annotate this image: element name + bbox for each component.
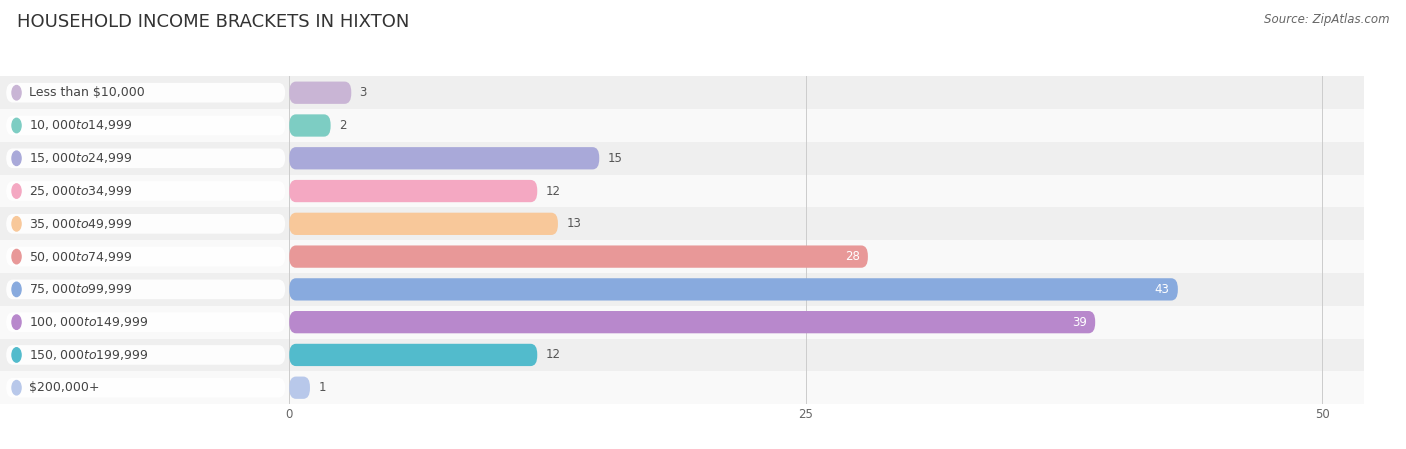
FancyBboxPatch shape: [0, 175, 1364, 207]
FancyBboxPatch shape: [6, 181, 285, 201]
FancyBboxPatch shape: [290, 344, 537, 366]
FancyBboxPatch shape: [290, 82, 352, 104]
FancyBboxPatch shape: [6, 214, 285, 233]
Text: $75,000 to $99,999: $75,000 to $99,999: [30, 282, 132, 296]
Text: 39: 39: [1071, 316, 1087, 329]
Circle shape: [13, 249, 21, 264]
Text: 28: 28: [845, 250, 859, 263]
Text: $35,000 to $49,999: $35,000 to $49,999: [30, 217, 132, 231]
Text: 12: 12: [546, 185, 561, 198]
Circle shape: [13, 118, 21, 133]
Circle shape: [13, 151, 21, 166]
Text: 43: 43: [1154, 283, 1170, 296]
FancyBboxPatch shape: [290, 180, 537, 202]
Text: $15,000 to $24,999: $15,000 to $24,999: [30, 151, 132, 165]
Text: HOUSEHOLD INCOME BRACKETS IN HIXTON: HOUSEHOLD INCOME BRACKETS IN HIXTON: [17, 13, 409, 31]
FancyBboxPatch shape: [0, 371, 1364, 404]
FancyBboxPatch shape: [290, 246, 868, 268]
FancyBboxPatch shape: [0, 109, 1364, 142]
Text: $200,000+: $200,000+: [30, 381, 100, 394]
FancyBboxPatch shape: [290, 278, 1178, 300]
FancyBboxPatch shape: [0, 207, 1364, 240]
FancyBboxPatch shape: [0, 306, 1364, 339]
FancyBboxPatch shape: [6, 247, 285, 266]
Text: 12: 12: [546, 348, 561, 361]
Circle shape: [13, 315, 21, 330]
FancyBboxPatch shape: [6, 280, 285, 299]
Text: $10,000 to $14,999: $10,000 to $14,999: [30, 119, 132, 132]
FancyBboxPatch shape: [0, 142, 1364, 175]
FancyBboxPatch shape: [290, 147, 599, 169]
Circle shape: [13, 380, 21, 395]
FancyBboxPatch shape: [0, 273, 1364, 306]
FancyBboxPatch shape: [6, 378, 285, 397]
Text: $100,000 to $149,999: $100,000 to $149,999: [30, 315, 149, 329]
Text: Less than $10,000: Less than $10,000: [30, 86, 145, 99]
FancyBboxPatch shape: [6, 313, 285, 332]
FancyBboxPatch shape: [290, 311, 1095, 333]
Text: 1: 1: [318, 381, 326, 394]
Text: Source: ZipAtlas.com: Source: ZipAtlas.com: [1264, 13, 1389, 26]
Text: $50,000 to $74,999: $50,000 to $74,999: [30, 250, 132, 264]
Text: $150,000 to $199,999: $150,000 to $199,999: [30, 348, 149, 362]
Text: 13: 13: [567, 217, 581, 230]
Circle shape: [13, 282, 21, 297]
Circle shape: [13, 216, 21, 231]
Text: 2: 2: [339, 119, 346, 132]
Text: 15: 15: [607, 152, 623, 165]
FancyBboxPatch shape: [290, 377, 309, 399]
FancyBboxPatch shape: [6, 345, 285, 365]
Circle shape: [13, 85, 21, 100]
FancyBboxPatch shape: [0, 76, 1364, 109]
FancyBboxPatch shape: [0, 240, 1364, 273]
FancyBboxPatch shape: [290, 213, 558, 235]
FancyBboxPatch shape: [6, 149, 285, 168]
Text: $25,000 to $34,999: $25,000 to $34,999: [30, 184, 132, 198]
Circle shape: [13, 348, 21, 362]
Text: 3: 3: [360, 86, 367, 99]
Circle shape: [13, 184, 21, 198]
FancyBboxPatch shape: [6, 83, 285, 102]
FancyBboxPatch shape: [290, 114, 330, 136]
FancyBboxPatch shape: [6, 116, 285, 135]
FancyBboxPatch shape: [0, 339, 1364, 371]
